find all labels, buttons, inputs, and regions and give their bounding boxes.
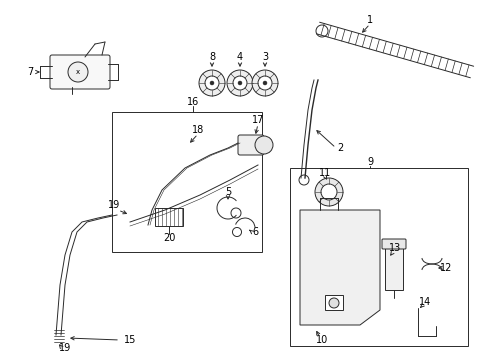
- Text: 7: 7: [27, 67, 33, 77]
- Bar: [155, 208, 183, 226]
- Text: 19: 19: [108, 200, 120, 210]
- Circle shape: [238, 81, 242, 85]
- FancyBboxPatch shape: [381, 239, 405, 249]
- Bar: [325, 295, 342, 310]
- Text: 15: 15: [123, 335, 136, 345]
- Circle shape: [298, 175, 308, 185]
- Circle shape: [199, 70, 224, 96]
- Text: 9: 9: [366, 157, 372, 167]
- Text: 19: 19: [59, 343, 71, 353]
- Text: 20: 20: [163, 233, 175, 243]
- Text: 18: 18: [191, 125, 203, 135]
- Circle shape: [320, 184, 336, 200]
- Text: 1: 1: [366, 15, 372, 25]
- Circle shape: [68, 62, 88, 82]
- Circle shape: [251, 70, 278, 96]
- FancyBboxPatch shape: [50, 55, 110, 89]
- FancyBboxPatch shape: [238, 135, 264, 155]
- Text: 10: 10: [315, 335, 327, 345]
- Circle shape: [232, 76, 246, 90]
- Circle shape: [314, 178, 342, 206]
- Text: 4: 4: [237, 52, 243, 62]
- Text: 3: 3: [262, 52, 267, 62]
- Circle shape: [328, 298, 338, 308]
- Circle shape: [315, 25, 327, 37]
- Circle shape: [258, 76, 271, 90]
- Text: 17: 17: [251, 115, 264, 125]
- Text: x: x: [76, 69, 80, 75]
- Text: 6: 6: [251, 227, 258, 237]
- Text: 16: 16: [186, 97, 199, 107]
- Text: 5: 5: [224, 187, 231, 197]
- Circle shape: [226, 70, 252, 96]
- Circle shape: [263, 81, 266, 85]
- Text: 14: 14: [418, 297, 430, 307]
- Text: 11: 11: [318, 168, 330, 178]
- Text: 12: 12: [439, 263, 451, 273]
- Text: 8: 8: [208, 52, 215, 62]
- Text: 2: 2: [336, 143, 343, 153]
- Circle shape: [204, 76, 219, 90]
- Text: 13: 13: [388, 243, 400, 253]
- Bar: [289, 168, 467, 346]
- Bar: [112, 112, 262, 252]
- Bar: [384, 246, 402, 290]
- Polygon shape: [299, 210, 379, 325]
- Circle shape: [254, 136, 272, 154]
- Circle shape: [209, 81, 214, 85]
